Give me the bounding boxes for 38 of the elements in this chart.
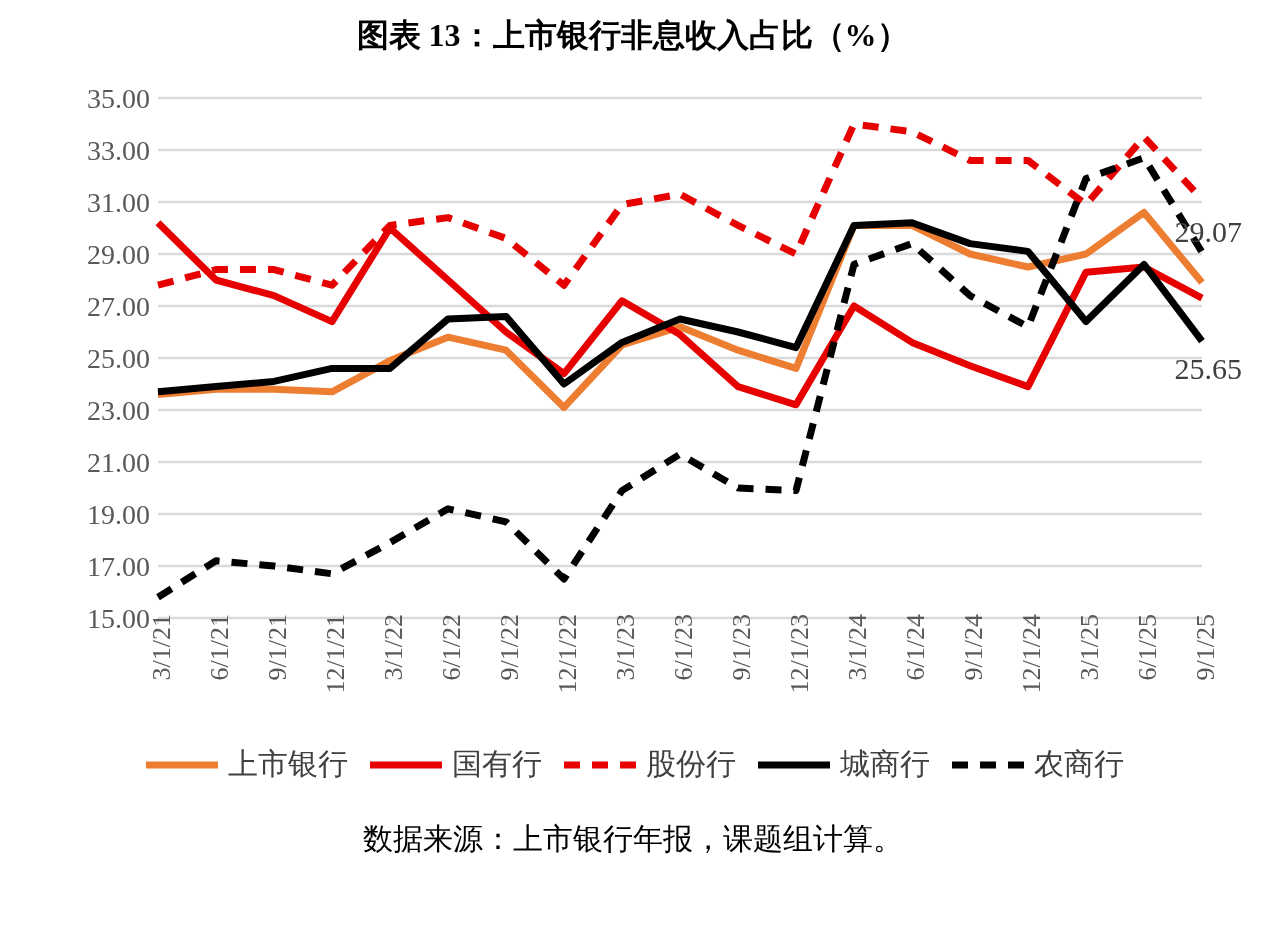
x-tick-label: 3/1/23 <box>611 614 641 681</box>
legend-label: 股份行 <box>645 745 736 783</box>
x-tick-label: 12/1/24 <box>1017 614 1047 694</box>
x-tick-label: 9/1/22 <box>495 614 525 681</box>
y-tick-label: 17.00 <box>87 550 150 582</box>
legend-label: 上市银行 <box>227 745 348 783</box>
data-label: 29.07 <box>1174 215 1242 249</box>
x-tick-label: 12/1/23 <box>785 614 815 694</box>
legend-label: 农商行 <box>1033 745 1124 783</box>
x-tick-label: 6/1/21 <box>205 614 235 681</box>
x-tick-label: 9/1/23 <box>727 614 757 681</box>
source-note: 数据来源：上市银行年报，课题组计算。 <box>361 821 904 857</box>
x-tick-label: 6/1/24 <box>901 614 931 681</box>
x-tick-label: 6/1/22 <box>437 614 467 681</box>
x-tick-label: 3/1/22 <box>379 614 409 681</box>
chart-title: 图表 13：上市银行非息收入占比（%） <box>355 16 910 55</box>
y-tick-label: 23.00 <box>87 394 150 426</box>
x-tick-label: 12/1/21 <box>321 614 351 694</box>
x-tick-label: 3/1/24 <box>843 614 873 681</box>
x-tick-label: 9/1/25 <box>1191 614 1221 681</box>
y-tick-label: 27.00 <box>87 290 150 322</box>
legend-label: 国有行 <box>451 745 542 783</box>
y-tick-label: 21.00 <box>87 446 150 478</box>
x-tick-label: 12/1/22 <box>553 614 583 694</box>
y-tick-label: 25.00 <box>87 342 150 374</box>
x-tick-label: 3/1/25 <box>1075 614 1105 681</box>
y-tick-label: 35.00 <box>87 82 150 114</box>
y-tick-label: 33.00 <box>87 134 150 166</box>
legend-label: 城商行 <box>839 745 930 783</box>
x-tick-label: 6/1/23 <box>669 614 699 681</box>
data-label: 25.65 <box>1174 352 1242 386</box>
y-tick-label: 19.00 <box>87 498 150 530</box>
y-tick-label: 29.00 <box>87 238 150 270</box>
y-tick-label: 31.00 <box>87 186 150 218</box>
x-tick-label: 9/1/24 <box>959 614 989 681</box>
x-tick-label: 6/1/25 <box>1133 614 1163 681</box>
x-tick-label: 9/1/21 <box>263 614 293 681</box>
y-tick-label: 15.00 <box>87 602 150 634</box>
